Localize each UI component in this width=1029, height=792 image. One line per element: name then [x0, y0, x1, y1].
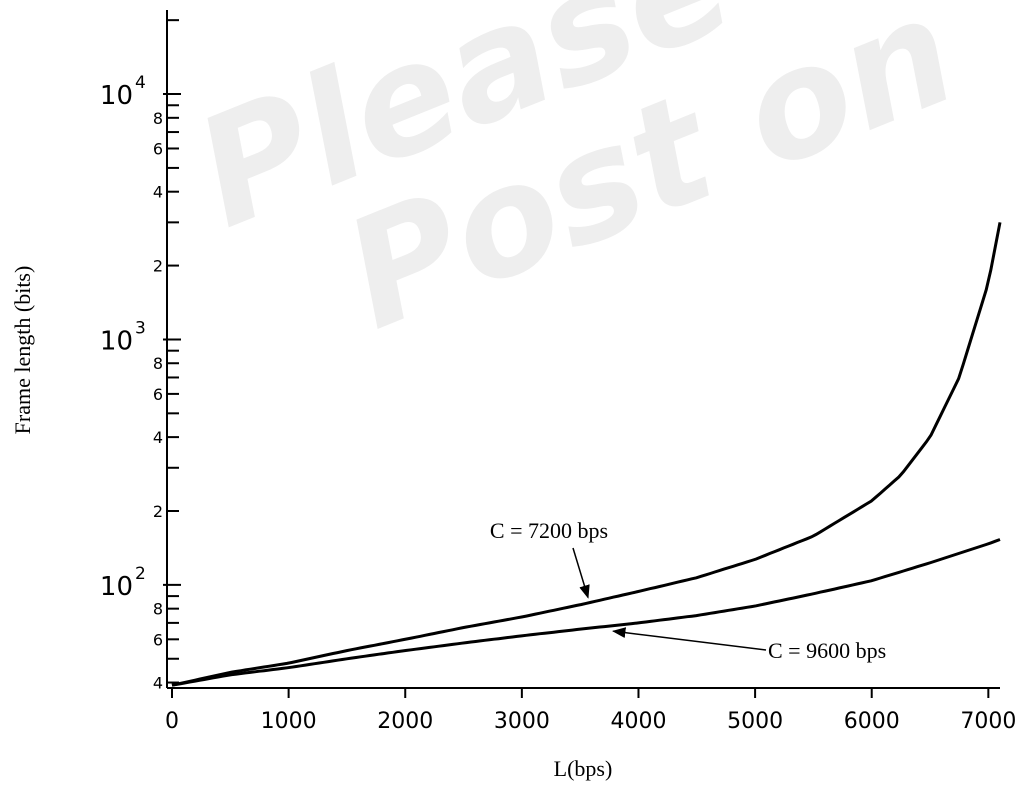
x-tick-label: 7000: [960, 709, 1016, 734]
y-minor-tick-label: 8: [153, 600, 163, 619]
y-minor-tick-label: 6: [153, 630, 163, 649]
watermark: Please Post on: [174, 0, 978, 364]
x-axis-ticks: 0 1000 2000 3000 4000 5000 6000 7000: [165, 688, 1016, 734]
annotation-label-c7200: C = 7200 bps: [490, 518, 608, 543]
y-major-exponent: 3: [135, 318, 146, 338]
annotation-arrow-c7200: [572, 547, 590, 599]
y-minor-tick-label: 8: [153, 354, 163, 373]
y-major-base: 10: [100, 572, 133, 602]
x-tick-label: 1000: [261, 709, 317, 734]
y-minor-tick-label: 6: [153, 385, 163, 404]
x-tick-label: 5000: [727, 709, 783, 734]
y-axis-title: Frame length (bits): [10, 266, 35, 435]
x-axis-title: L(bps): [554, 756, 613, 781]
y-major-tick-label: 10 3: [100, 318, 146, 356]
annotation-arrow-c9600: [611, 627, 767, 651]
x-tick-label: 4000: [610, 709, 666, 734]
x-tick-label: 3000: [494, 709, 550, 734]
series-line-c7200: [171, 222, 1002, 687]
y-major-tick-label: 10 4: [100, 73, 146, 111]
y-minor-tick-label: 4: [153, 674, 163, 693]
y-minor-tick-label: 8: [153, 109, 163, 128]
x-tick-label: 2000: [377, 709, 433, 734]
y-minor-tick-label: 4: [153, 428, 163, 447]
y-major-exponent: 4: [135, 73, 146, 93]
x-tick-label: 0: [165, 709, 179, 734]
y-major-base: 10: [100, 326, 133, 356]
x-tick-label: 6000: [844, 709, 900, 734]
y-minor-tick-label: 2: [153, 502, 163, 521]
annotation-label-c9600: C = 9600 bps: [768, 638, 886, 663]
annotation-layer: C = 7200 bps C = 9600 bps: [490, 518, 886, 663]
series-layer: [171, 222, 1002, 687]
y-minor-tick-label: 6: [153, 139, 163, 158]
series-line-c9600: [171, 538, 1001, 687]
y-major-tick-label: 10 2: [100, 564, 146, 602]
y-minor-tick-label: 2: [153, 257, 163, 276]
y-major-base: 10: [100, 81, 133, 111]
y-major-exponent: 2: [135, 564, 146, 584]
y-minor-tick-label: 4: [153, 183, 163, 202]
